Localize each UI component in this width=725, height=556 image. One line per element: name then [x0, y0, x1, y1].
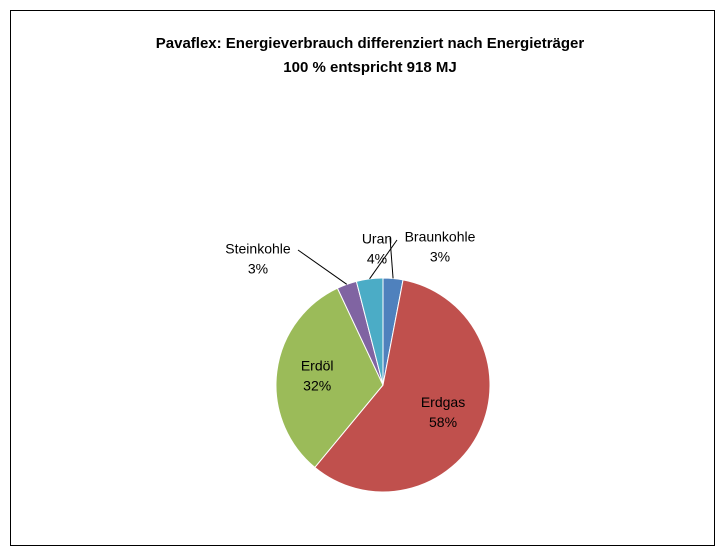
pie-slice — [355, 277, 384, 386]
chart-title: Pavaflex: Energieverbrauch differenziert… — [156, 35, 585, 52]
pie-slice — [314, 279, 491, 493]
slice-value-label: 58% — [429, 414, 457, 430]
slice-value-label: 3% — [430, 249, 450, 265]
leader-line — [297, 249, 348, 285]
slice-value-label: 3% — [248, 261, 268, 277]
slice-value-label: 4% — [367, 251, 387, 267]
leader-line — [369, 239, 398, 280]
slice-label: Steinkohle — [225, 241, 291, 257]
slice-value-label: 32% — [303, 377, 331, 393]
slice-label: Uran — [362, 231, 392, 247]
slice-label: Braunkohle — [405, 229, 476, 245]
chart-subtitle: 100 % entspricht 918 MJ — [283, 59, 456, 76]
slice-label: Erdöl — [301, 357, 334, 373]
pie-slice — [275, 287, 384, 469]
leader-line — [389, 237, 394, 279]
slice-label: Erdgas — [421, 394, 465, 410]
